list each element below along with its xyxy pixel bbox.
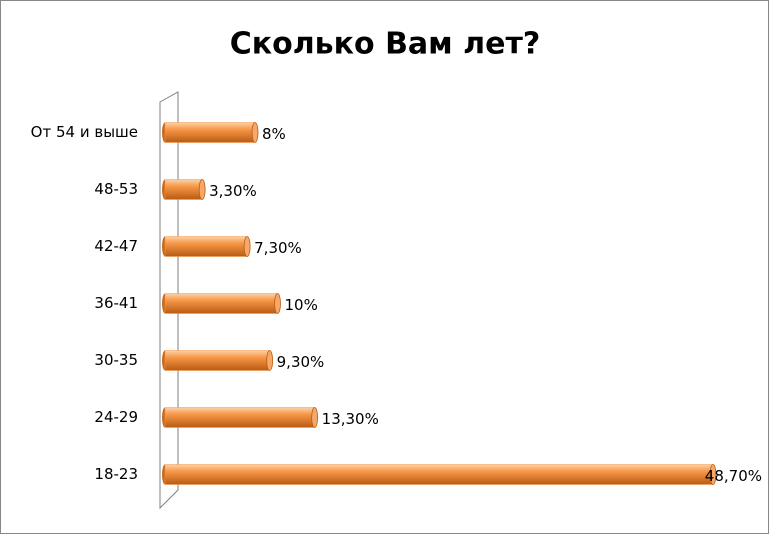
bar-cap-end xyxy=(198,179,206,200)
y-tick-label: От 54 и выше xyxy=(31,123,138,141)
value-label: 8% xyxy=(262,125,286,143)
chart-title: Сколько Вам лет? xyxy=(230,27,541,62)
value-label: 10% xyxy=(285,296,318,314)
bar-cap-end xyxy=(266,350,274,371)
value-label: 3,30% xyxy=(209,182,257,200)
bar-cap-end xyxy=(709,464,717,485)
bar-cap-end xyxy=(251,122,259,143)
y-tick-label: 18-23 xyxy=(94,465,138,483)
bar xyxy=(164,293,278,314)
y-tick-label: 42-47 xyxy=(94,237,138,255)
value-label: 7,30% xyxy=(254,239,302,257)
value-label: 13,30% xyxy=(322,410,379,428)
value-label: 9,30% xyxy=(277,353,325,371)
bar xyxy=(164,179,203,200)
y-tick-label: 48-53 xyxy=(94,180,138,198)
bar-cap-end xyxy=(243,236,251,257)
bar xyxy=(164,236,248,257)
bar xyxy=(164,464,714,485)
y-tick-label: 36-41 xyxy=(94,294,138,312)
bar-cap-end xyxy=(311,407,319,428)
bar-cap-end xyxy=(274,293,281,314)
bar xyxy=(164,407,315,428)
bar xyxy=(164,122,256,143)
value-label: 48,70% xyxy=(705,467,762,485)
y-tick-label: 24-29 xyxy=(94,408,138,426)
y-tick-label: 30-35 xyxy=(94,351,138,369)
bar xyxy=(164,350,270,371)
